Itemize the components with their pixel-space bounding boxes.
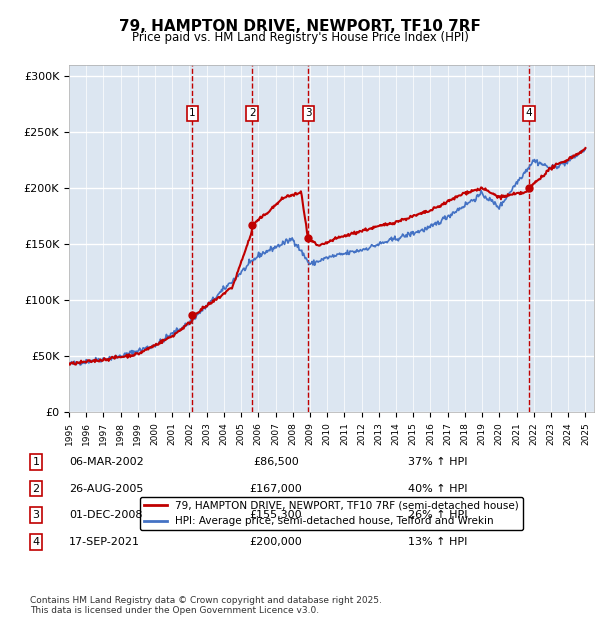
Text: £200,000: £200,000 [250, 537, 302, 547]
Legend: 79, HAMPTON DRIVE, NEWPORT, TF10 7RF (semi-detached house), HPI: Average price, : 79, HAMPTON DRIVE, NEWPORT, TF10 7RF (se… [140, 497, 523, 530]
Text: 2: 2 [32, 484, 40, 494]
Text: 3: 3 [305, 108, 312, 118]
Text: 1: 1 [189, 108, 196, 118]
Text: 06-MAR-2002: 06-MAR-2002 [69, 457, 144, 467]
Text: £167,000: £167,000 [250, 484, 302, 494]
Text: 2: 2 [249, 108, 256, 118]
Text: 4: 4 [526, 108, 532, 118]
Text: £155,300: £155,300 [250, 510, 302, 520]
Text: 13% ↑ HPI: 13% ↑ HPI [408, 537, 467, 547]
Text: £86,500: £86,500 [253, 457, 299, 467]
Text: 01-DEC-2008: 01-DEC-2008 [69, 510, 143, 520]
Text: 1: 1 [32, 457, 40, 467]
Text: Price paid vs. HM Land Registry's House Price Index (HPI): Price paid vs. HM Land Registry's House … [131, 31, 469, 44]
Text: 4: 4 [32, 537, 40, 547]
Text: 26% ↑ HPI: 26% ↑ HPI [408, 510, 467, 520]
Text: 40% ↑ HPI: 40% ↑ HPI [408, 484, 467, 494]
Text: 3: 3 [32, 510, 40, 520]
Text: Contains HM Land Registry data © Crown copyright and database right 2025.
This d: Contains HM Land Registry data © Crown c… [30, 596, 382, 615]
Text: 79, HAMPTON DRIVE, NEWPORT, TF10 7RF: 79, HAMPTON DRIVE, NEWPORT, TF10 7RF [119, 19, 481, 33]
Text: 26-AUG-2005: 26-AUG-2005 [69, 484, 143, 494]
Text: 37% ↑ HPI: 37% ↑ HPI [408, 457, 467, 467]
Text: 17-SEP-2021: 17-SEP-2021 [69, 537, 140, 547]
